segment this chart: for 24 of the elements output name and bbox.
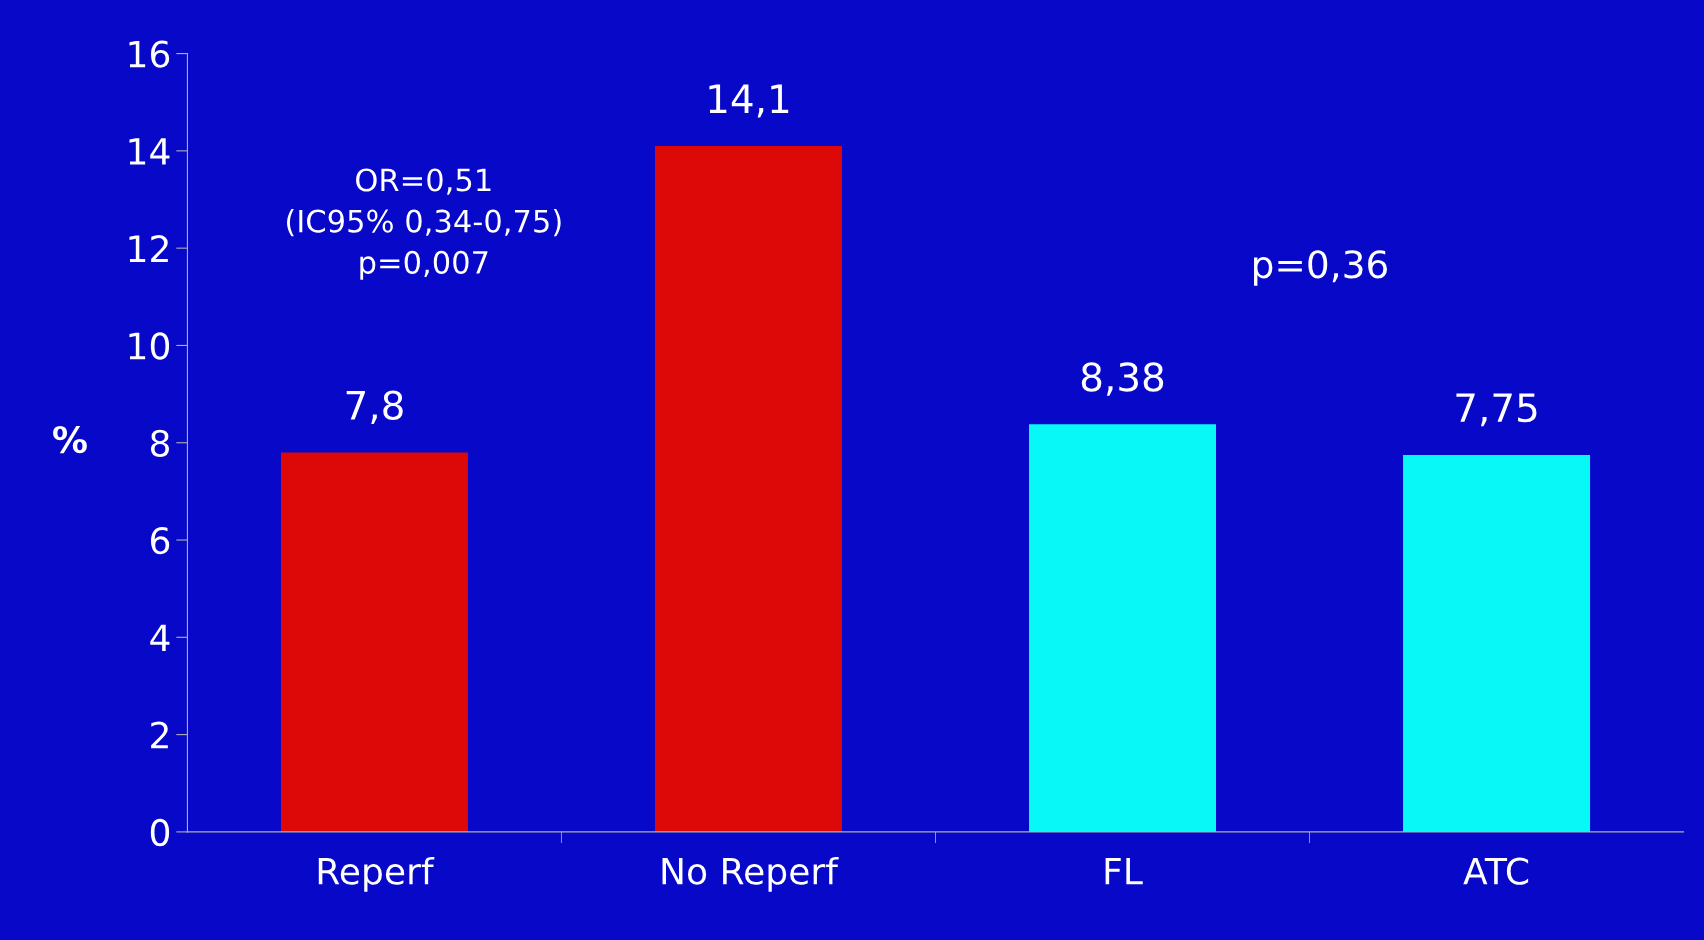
data-label: 14,1	[709, 84, 789, 118]
y-tick-label: 10	[129, 332, 170, 360]
annotation: p=0,36	[1254, 250, 1387, 286]
data-label: 7,8	[346, 390, 403, 424]
x-tick-label: No Reperf	[662, 856, 839, 892]
y-tick-label: 14	[129, 138, 170, 165]
y-tick-label: 4	[150, 624, 170, 652]
bar	[654, 146, 842, 832]
bar	[1029, 424, 1217, 832]
bar	[280, 452, 468, 832]
annotation: OR=0,51 (IC95% 0,34-0,75) p=0,007	[287, 168, 561, 280]
y-axis-title: %	[53, 425, 87, 454]
y-tick-label: 8	[150, 429, 169, 457]
y-tick-label: 12	[129, 235, 168, 262]
x-tick-label: Reperf	[318, 856, 435, 892]
y-tick-label: 2	[151, 721, 168, 749]
bar	[1403, 454, 1591, 832]
y-tick-label: 16	[129, 40, 170, 68]
x-tick-label: FL	[1105, 858, 1143, 885]
x-tick-label: ATC	[1463, 857, 1529, 885]
y-tick-label: 6	[151, 526, 170, 555]
data-label: 7,75	[1456, 393, 1537, 427]
y-tick-label: 0	[150, 818, 170, 847]
data-label: 8,38	[1081, 362, 1164, 396]
